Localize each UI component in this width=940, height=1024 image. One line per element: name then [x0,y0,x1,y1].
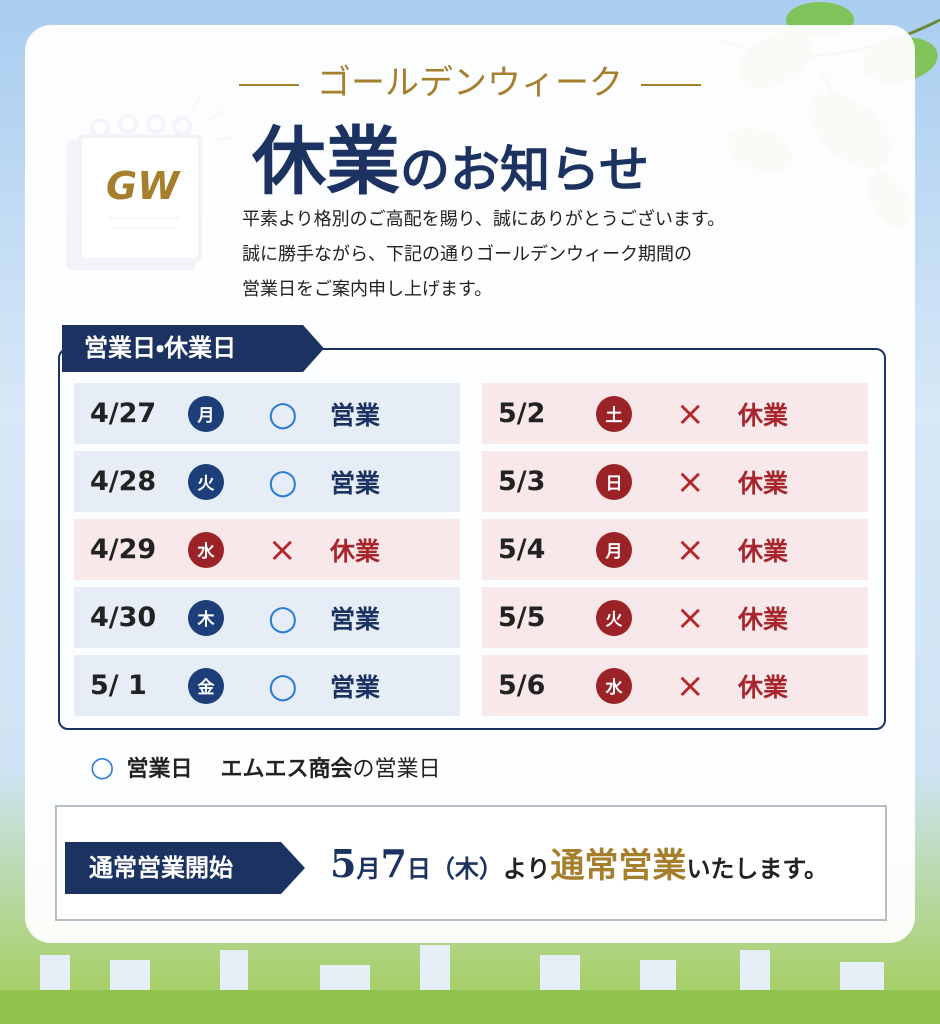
row-day: 月 [188,395,224,432]
legend-company: エムエス商会 [220,757,353,782]
schedule-row: 5/4 月 × 休業 [482,519,868,580]
intro-line: 誠に勝手ながら、下記の通りゴールデンウィーク期間の [242,244,692,265]
row-date: 5/6 [498,670,546,701]
footer-rest: いたします。 [686,854,829,883]
row-date: 5/3 [498,466,546,497]
row-status: 休業 [330,536,381,566]
row-mark: × [676,461,705,502]
footer-day-unit: 日 [406,854,431,883]
row-date: 4/28 [90,466,157,497]
intro-line: 平素より格別のご高配を賜り、誠にありがとうございます。 [242,209,726,230]
schedule-row: 4/29 水 × 休業 [74,519,460,580]
row-mark: ○ [268,665,298,706]
row-mark: × [268,529,297,570]
row-status: 営業 [330,468,381,498]
row-mark: × [676,665,705,706]
subtitle: ゴールデンウィーク [0,55,940,104]
row-day: 土 [596,395,632,432]
schedule-label: 営業日・休業日 [62,325,324,372]
legend-suffix: の営業日 [352,757,441,782]
footer-text: 5月7日（木）より通常営業いたします。 [330,838,828,887]
row-date: 5/4 [498,534,546,565]
legend-mark: ○ [90,750,115,783]
row-status: 休業 [738,604,789,634]
row-mark: × [676,529,705,570]
schedule-row: 5/2 土 × 休業 [482,383,868,444]
title-rest: のお知らせ [400,140,649,199]
row-date: 4/27 [90,398,157,429]
row-day: 火 [188,463,224,500]
footer-from: より [502,854,551,883]
schedule-row: 4/30 木 ○ 営業 [74,587,460,648]
row-mark: ○ [268,597,298,638]
footer-month-unit: 月 [356,854,381,883]
row-day: 月 [596,531,632,568]
footer-month: 5 [330,841,357,886]
row-status: 営業 [330,672,381,702]
intro-line: 営業日をご案内申し上げます。 [242,279,493,300]
title: 休業のお知らせ [252,102,649,209]
schedule-row: 5/5 火 × 休業 [482,587,868,648]
row-day: 火 [596,599,632,636]
row-day: 木 [188,599,224,636]
row-mark: × [676,393,705,434]
row-status: 休業 [738,400,789,430]
row-day: 日 [596,463,632,500]
schedule-row: 4/28 火 ○ 営業 [74,451,460,512]
schedule-row: 5/3 日 × 休業 [482,451,868,512]
row-status: 営業 [330,604,381,634]
footer-weekday: （木） [430,854,503,883]
row-mark: × [676,597,705,638]
footer-day: 7 [380,841,407,886]
schedule-box [58,348,886,730]
row-date: 4/29 [90,534,157,565]
row-status: 休業 [738,536,789,566]
row-status: 営業 [330,400,381,430]
row-date: 4/30 [90,602,157,633]
row-date: 5/2 [498,398,546,429]
row-day: 金 [188,667,224,704]
row-mark: ○ [268,393,298,434]
subtitle-text: ゴールデンウィーク [317,63,623,103]
row-status: 休業 [738,672,789,702]
legend-label: 営業日 [126,757,193,782]
schedule-row: 5/6 水 × 休業 [482,655,868,716]
icon-text: GW [106,164,180,208]
row-day: 水 [596,667,632,704]
footer-label: 通常営業開始 [65,842,305,894]
row-mark: ○ [268,461,298,502]
row-status: 休業 [738,468,789,498]
footer-highlight: 通常営業 [550,846,687,886]
schedule-row: 5/ 1 金 ○ 営業 [74,655,460,716]
schedule-row: 4/27 月 ○ 営業 [74,383,460,444]
title-main: 休業 [252,119,400,205]
row-date: 5/5 [498,602,546,633]
row-day: 水 [188,531,224,568]
legend: ○ 営業日 エムエス商会の営業日 [90,750,440,783]
row-date: 5/ 1 [90,670,147,701]
